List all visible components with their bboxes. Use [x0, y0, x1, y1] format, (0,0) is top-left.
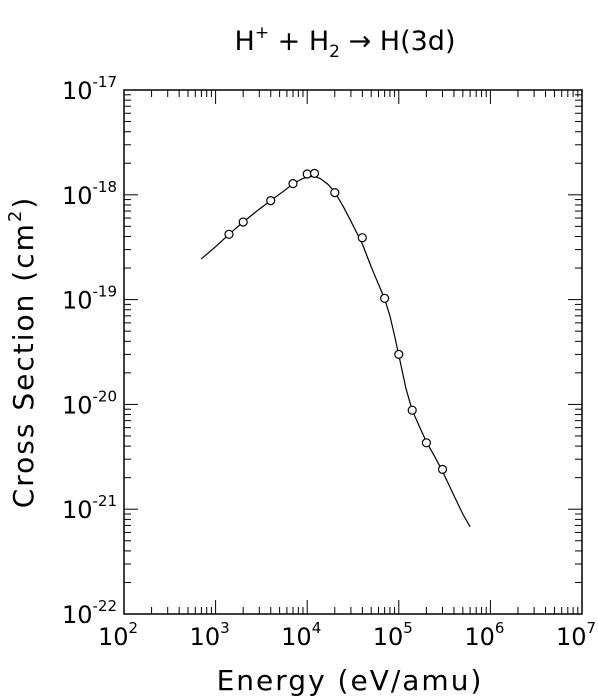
data-points — [224, 168, 448, 474]
data-point — [238, 217, 248, 227]
data-point — [309, 168, 320, 178]
y-tick-labels: 10-22 10-21 10-20 10-19 10-18 10-17 — [62, 73, 117, 629]
fit-curve — [201, 175, 471, 528]
data-point — [380, 293, 390, 303]
x-tick-labels: 102 103 104 105 106 107 — [98, 619, 596, 651]
chart-title: H+ + H2 → H(3d) — [235, 23, 456, 62]
x-tick-label: 105 — [373, 619, 413, 651]
data-point — [330, 188, 340, 198]
plot-frame — [123, 89, 583, 615]
x-tick-label: 106 — [464, 619, 504, 651]
title-sup: + — [255, 23, 269, 43]
y-tick-label: 10-22 — [62, 597, 117, 629]
data-point — [394, 349, 404, 359]
x-tick-label: 107 — [556, 619, 596, 651]
data-point — [437, 464, 448, 474]
data-point — [224, 229, 234, 239]
axis-ticks — [123, 89, 583, 615]
data-point — [407, 405, 417, 415]
title-sub: 2 — [329, 42, 340, 62]
data-point — [266, 196, 276, 206]
y-axis-label: Cross Section (cm2) — [5, 196, 40, 509]
y-tick-label: 10-19 — [62, 283, 117, 315]
title-mid: + H — [269, 26, 329, 57]
data-point — [421, 438, 431, 448]
y-label-sup: 2 — [5, 209, 26, 222]
x-tick-label: 104 — [281, 619, 321, 651]
y-label-pre: Cross Section (cm — [7, 222, 40, 508]
title-post: → H(3d) — [340, 26, 455, 57]
y-tick-label: 10-18 — [62, 178, 117, 210]
x-axis-label: Energy (eV/amu) — [217, 664, 484, 696]
data-point — [288, 179, 298, 189]
data-point — [357, 233, 367, 243]
x-tick-label: 102 — [98, 619, 138, 651]
title-pre: H — [235, 26, 255, 57]
y-tick-label: 10-17 — [62, 73, 117, 105]
y-tick-label: 10-21 — [62, 492, 117, 524]
y-label-post: ) — [7, 196, 40, 209]
x-tick-label: 103 — [190, 619, 230, 651]
y-tick-label: 10-20 — [62, 387, 117, 419]
